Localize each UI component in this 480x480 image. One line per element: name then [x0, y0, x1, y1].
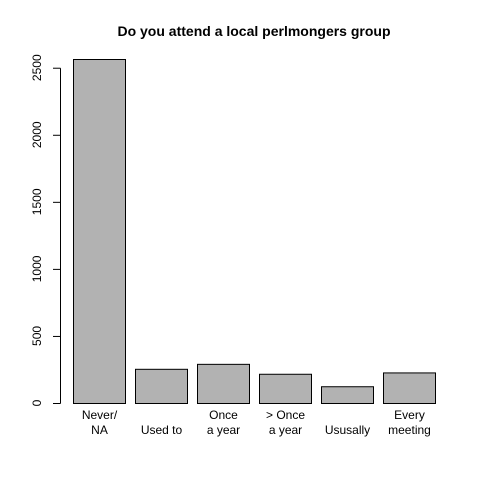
x-category-label-0: Never/NA: [82, 408, 118, 437]
chart-title: Do you attend a local perlmongers group: [117, 23, 390, 39]
x-category-label-3: > Once a year: [266, 408, 305, 437]
x-category-label-2: Once a year: [207, 408, 240, 437]
y-tick-label-2: 1000: [30, 255, 44, 282]
bar-5: [383, 372, 436, 404]
x-category-label-4: Ususally: [325, 423, 370, 437]
y-tick-label-5: 2500: [30, 54, 44, 81]
bars-group: [73, 59, 436, 405]
y-tick-label-1: 500: [30, 326, 44, 346]
x-category-label-5: Every meeting: [388, 408, 431, 437]
y-tick-label-0: 0: [30, 399, 44, 406]
x-axis-labels: Never/NA Used to Once a year > Once a year Usu…: [82, 408, 431, 437]
bar-0: [73, 59, 126, 404]
bar-4: [321, 386, 374, 405]
bar-1: [135, 368, 188, 405]
y-tick-label-4: 2000: [30, 121, 44, 148]
bar-2: [197, 363, 250, 405]
y-axis: 0 500 1000 1500 2000 2500: [30, 54, 61, 406]
y-tick-label-3: 1500: [30, 188, 44, 215]
x-category-label-1: Used to: [141, 423, 183, 437]
bar-3: [259, 373, 312, 405]
